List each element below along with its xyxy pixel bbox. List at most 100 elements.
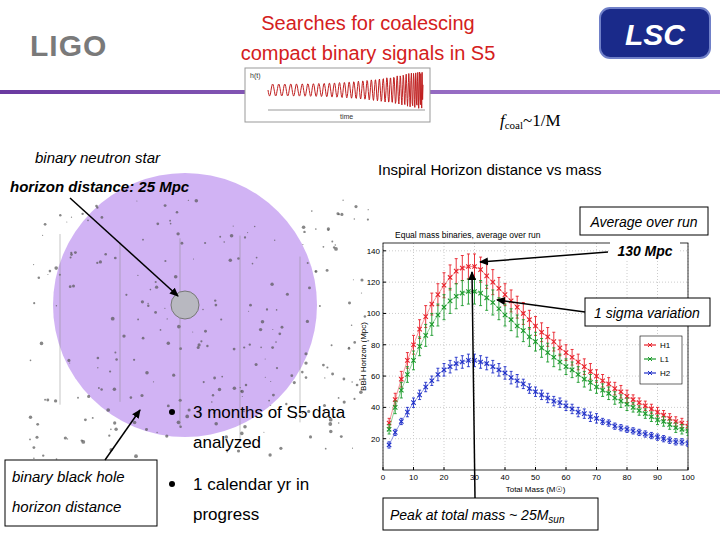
galaxy [70,257,72,259]
galaxy [340,213,343,216]
error-bar [589,412,592,421]
waveform [268,72,423,108]
galaxy [212,394,214,396]
data-point [643,404,647,408]
map-line [60,234,61,405]
galaxy [307,262,309,264]
galaxy [106,408,110,412]
galaxy [156,222,159,225]
error-bar [638,406,641,415]
legend-marker [648,357,652,361]
error-bar [680,439,683,445]
galaxy [240,390,244,394]
galaxy [327,229,329,231]
galaxy [254,226,255,227]
callout: Peak at total mass ~ 25Msun [390,507,565,525]
galaxy [164,204,167,207]
error-bar [607,420,610,426]
data-point [643,432,647,436]
legend-label: H1 [660,341,671,350]
grid-x [535,243,536,470]
galaxy [67,359,70,362]
galaxy [42,454,44,456]
grid-x [444,243,445,470]
error-bar [510,309,513,331]
galaxy [351,325,353,327]
data-point [405,372,409,376]
tick-y [383,438,386,439]
data-point [521,382,525,386]
tick-label-y: 60 [371,372,380,381]
galaxy [249,304,252,307]
galaxy [271,346,274,349]
galaxy [213,377,216,380]
error-bar [546,343,549,362]
callout: Average over run [589,214,697,230]
error-bar [412,398,415,407]
error-bar [558,340,561,356]
error-bar [571,362,574,378]
error-bar [485,357,488,370]
data-point [436,372,440,376]
data-point [558,360,562,364]
galaxy [309,435,312,438]
data-point [521,328,525,332]
error-bar [436,304,439,326]
data-point [411,400,415,404]
galaxy [174,275,178,279]
galaxy [111,317,115,321]
data-point [576,360,580,364]
data-point [442,305,446,309]
galaxy [44,223,47,226]
data-point [637,400,641,404]
galaxy [109,370,111,372]
galaxy [278,332,281,335]
galaxies [29,199,370,460]
y-axis-label: BBH Horizon (Mpc) [359,322,368,391]
error-bar [406,353,409,369]
error-bar [552,348,555,367]
data-point [472,264,476,268]
galaxy [290,374,293,377]
galaxy [293,381,296,384]
data-point [649,433,653,437]
galaxy [153,381,154,382]
galaxy [101,216,104,219]
galaxy [245,384,248,387]
data-point [613,386,617,390]
bns-label: horizon distance: 25 Mpc [10,178,190,195]
error-bar [412,351,415,370]
galaxy [348,302,351,305]
data-point [631,405,635,409]
galaxy [29,439,31,441]
data-point [582,377,586,381]
data-point [454,361,458,365]
bns-label: binary neutron star [35,149,161,166]
data-point [417,327,421,331]
tick-y [383,282,386,283]
error-bar [455,259,458,284]
error-bar [565,345,568,361]
galaxy [169,220,171,222]
error-bar [626,398,629,411]
galaxy [172,374,175,377]
error-bar [662,436,665,442]
bbh-label: horizon distance [12,498,121,515]
galaxy [179,347,182,350]
galaxy [69,362,70,363]
data-point [619,399,623,403]
data-point [509,318,513,322]
galaxy [249,343,251,345]
error-bar [546,393,549,402]
galaxy [306,320,309,323]
data-point [442,283,446,287]
galaxy [197,346,200,349]
data-point [533,339,537,343]
data-point [491,364,495,368]
legend-box [640,336,682,384]
error-bar [436,368,439,381]
galaxy [170,223,172,225]
error-bar [504,284,507,306]
title: Searches for coalescing [261,12,474,34]
data-point [674,440,678,444]
